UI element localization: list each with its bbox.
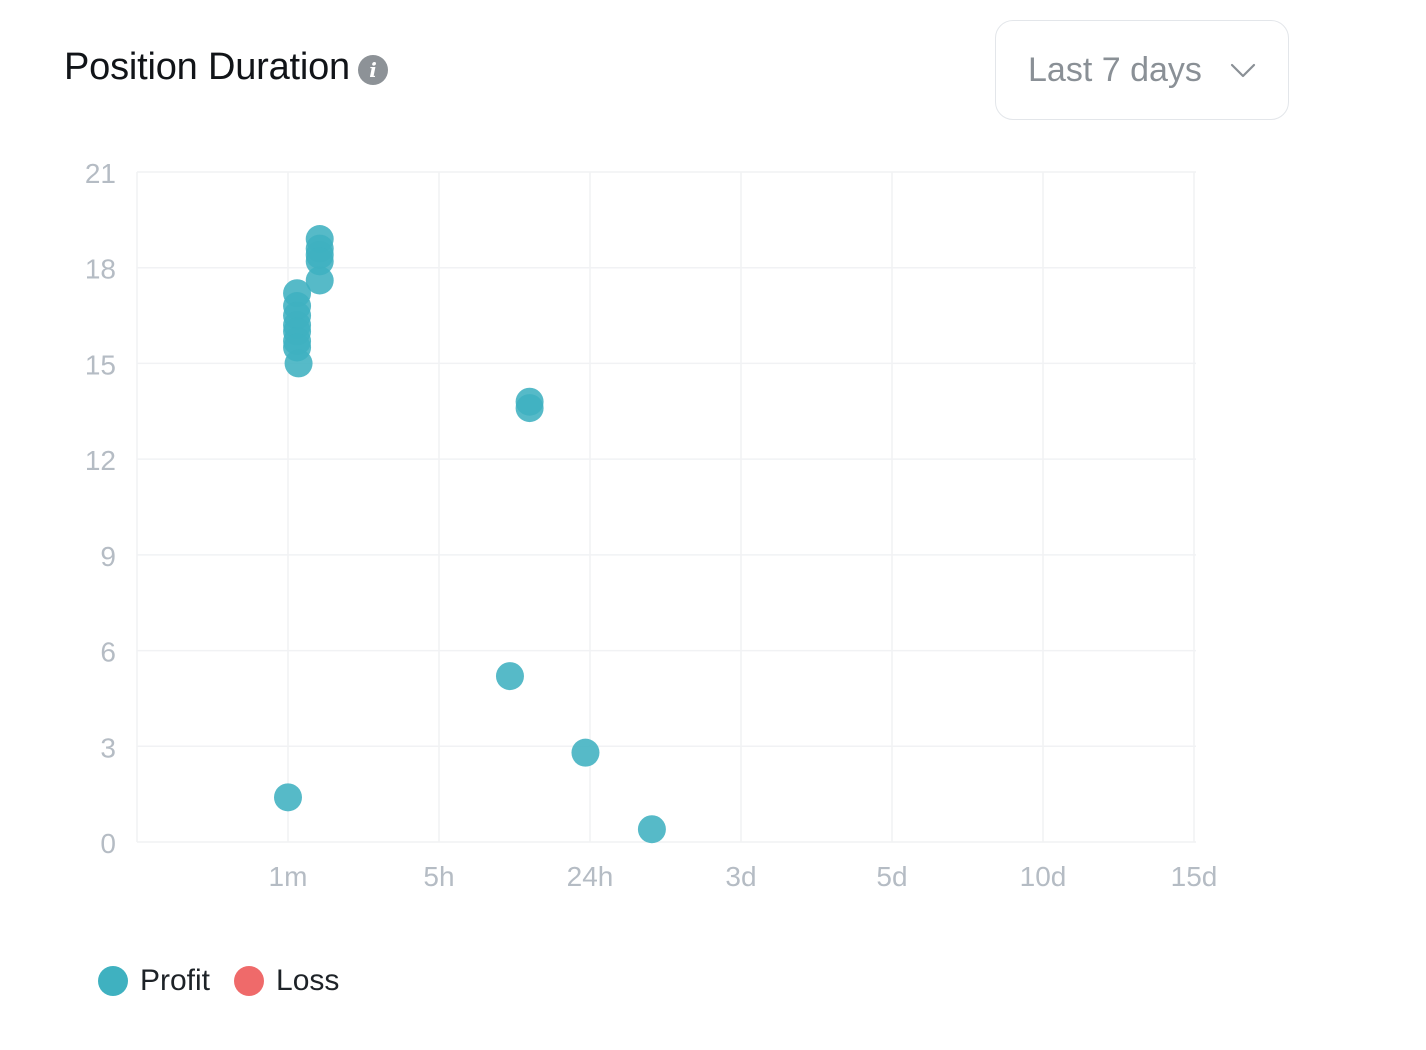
scatter-point-profit[interactable] — [305, 247, 334, 276]
scatter-point-profit[interactable] — [274, 783, 302, 812]
legend-marker-loss — [234, 966, 265, 996]
legend-marker-profit — [98, 966, 128, 996]
scatter-point-profit[interactable] — [515, 394, 544, 423]
scatter-point-profit[interactable] — [571, 738, 600, 767]
scatter-point-profit[interactable] — [284, 349, 313, 378]
legend-item-profit[interactable]: Profit — [98, 964, 210, 998]
chart-title: Position Duration i — [64, 46, 388, 89]
x-tick-label: 24h — [567, 861, 614, 892]
x-tick-label: 1m — [269, 861, 308, 892]
scatter-chart: 0 3 6 9 12 15 18 21 1m 5h 24h 3d 5d 10d 15d — [85, 158, 1218, 892]
x-tick-label: 10d — [1020, 861, 1067, 892]
x-tick-label: 3d — [725, 861, 756, 892]
scatter-point-profit[interactable] — [637, 815, 666, 844]
y-tick-label: 0 — [100, 828, 116, 859]
y-tick-label: 12 — [85, 445, 116, 476]
legend-item-loss[interactable]: Loss — [234, 964, 339, 998]
info-icon[interactable]: i — [357, 54, 388, 85]
y-tick-label: 21 — [85, 158, 116, 189]
scatter-point-profit[interactable] — [305, 266, 334, 295]
legend-label-loss: Loss — [276, 964, 340, 997]
scatter-point-profit[interactable] — [495, 662, 524, 691]
y-tick-label: 18 — [85, 254, 116, 285]
legend-label-profit: Profit — [140, 964, 211, 997]
chevron-down-icon — [1230, 63, 1256, 78]
y-tick-label: 15 — [85, 349, 116, 380]
y-tick-label: 9 — [100, 541, 116, 572]
date-range-select[interactable]: Last 7 days — [995, 20, 1289, 120]
page-title: Position Duration — [64, 46, 350, 88]
y-tick-label: 6 — [100, 637, 116, 668]
x-tick-label: 5h — [423, 861, 454, 892]
chart-legend: Profit Loss — [98, 964, 339, 998]
x-tick-label: 15d — [1171, 861, 1218, 892]
x-tick-label: 5d — [876, 861, 907, 892]
date-range-value: Last 7 days — [1028, 50, 1202, 89]
y-tick-label: 3 — [100, 732, 116, 763]
